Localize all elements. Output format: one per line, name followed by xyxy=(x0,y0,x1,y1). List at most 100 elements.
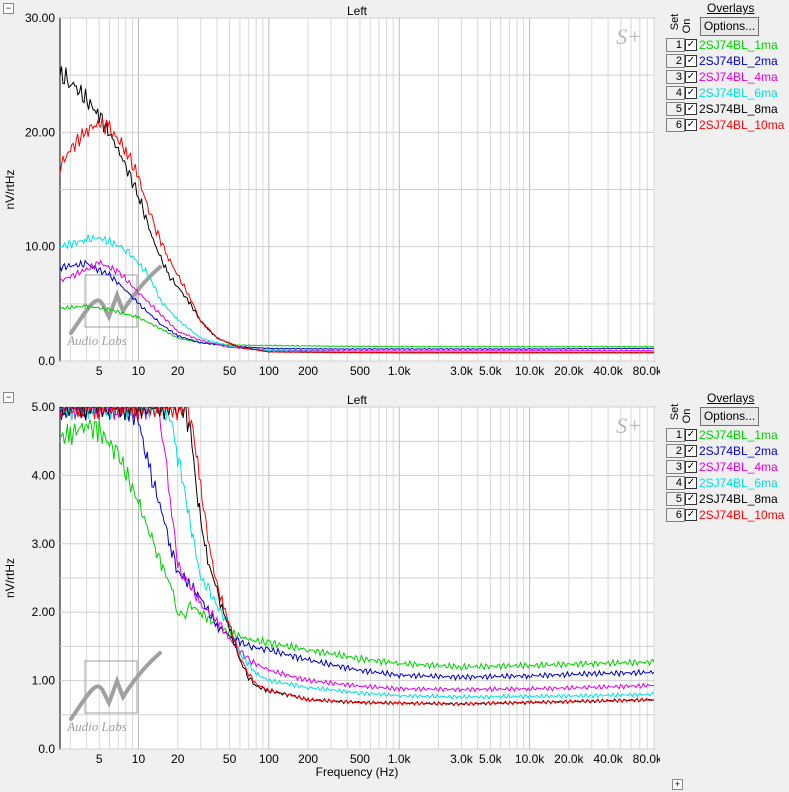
overlay-name[interactable]: 2SJ74BL_8ma xyxy=(699,102,778,116)
overlay-set-number-button[interactable]: 4 xyxy=(666,86,685,100)
expand-button[interactable]: + xyxy=(672,779,683,790)
series-line-2SJ74BL_2ma xyxy=(60,259,654,351)
x-tick-label: 5.0k xyxy=(479,364,503,378)
x-tick-label: 20.0k xyxy=(554,752,584,766)
audio-labs-logo: Audio Labs xyxy=(66,265,162,348)
x-tick-label: 100 xyxy=(259,364,279,378)
options-button[interactable]: Options... xyxy=(700,407,759,426)
overlay-row: 6 ✓ 2SJ74BL_10ma xyxy=(666,118,789,134)
chart-title: Left xyxy=(347,4,368,18)
x-tick-label: 50 xyxy=(223,752,237,766)
x-tick-label: 50 xyxy=(223,364,237,378)
series-line-2SJ74BL_2ma xyxy=(60,407,654,682)
overlay-set-number-button[interactable]: 3 xyxy=(666,70,685,84)
overlays-title[interactable]: Overlays xyxy=(707,1,755,15)
audio-labs-logo: Audio Labs xyxy=(66,651,162,734)
overlay-on-checkbox[interactable]: ✓ xyxy=(685,461,697,473)
overlay-name[interactable]: 2SJ74BL_1ma xyxy=(699,38,778,52)
x-tick-label: 1.0k xyxy=(388,364,412,378)
y-tick-label: 3.00 xyxy=(32,537,56,551)
overlay-row: 3 ✓ 2SJ74BL_4ma xyxy=(666,70,789,86)
overlay-row: 4 ✓ 2SJ74BL_6ma xyxy=(666,86,789,102)
sp-watermark: S+ xyxy=(616,24,642,49)
overlay-name[interactable]: 2SJ74BL_4ma xyxy=(699,70,778,84)
series-line-2SJ74BL_6ma xyxy=(60,234,654,353)
logo-text: Audio Labs xyxy=(66,719,127,734)
y-tick-label: 2.00 xyxy=(32,605,56,619)
bottom-chart: 0.0 1.00 2.00 3.00 4.00 5.00 5 10 20 50 100 200 500 1… xyxy=(3,393,660,779)
overlay-set-number-button[interactable]: 6 xyxy=(666,118,685,132)
overlay-name[interactable]: 2SJ74BL_2ma xyxy=(699,54,778,68)
overlay-row: 3 ✓ 2SJ74BL_4ma xyxy=(666,460,789,476)
overlay-set-number-button[interactable]: 4 xyxy=(666,476,685,490)
overlay-set-number-button[interactable]: 5 xyxy=(666,102,685,116)
x-tick-label: 3.0k xyxy=(450,364,474,378)
logo-swoosh xyxy=(69,651,162,721)
overlay-set-number-button[interactable]: 1 xyxy=(666,428,685,442)
x-tick-label: 10.0k xyxy=(515,752,545,766)
x-tick-label: 40.0k xyxy=(593,364,623,378)
overlay-on-checkbox[interactable]: ✓ xyxy=(685,103,697,115)
x-tick-label: 20.0k xyxy=(554,364,584,378)
overlay-on-checkbox[interactable]: ✓ xyxy=(685,429,697,441)
x-tick-label: 1.0k xyxy=(388,752,412,766)
overlay-on-checkbox[interactable]: ✓ xyxy=(685,87,697,99)
overlay-set-number-button[interactable]: 2 xyxy=(666,444,685,458)
x-tick-label: 100 xyxy=(259,752,279,766)
x-tick-label: 10.0k xyxy=(515,364,545,378)
overlay-row: 2 ✓ 2SJ74BL_2ma xyxy=(666,54,789,70)
y-tick-label: 20.00 xyxy=(25,125,55,139)
bottom-collapse-button[interactable]: − xyxy=(3,392,14,403)
y-axis-label: nV/rtHz xyxy=(3,558,17,598)
overlays-title[interactable]: Overlays xyxy=(707,391,755,405)
x-tick-label: 40.0k xyxy=(593,752,623,766)
overlay-name[interactable]: 2SJ74BL_4ma xyxy=(699,460,778,474)
logo-text: Audio Labs xyxy=(66,333,127,348)
y-tick-label: 30.00 xyxy=(25,11,55,25)
on-column-label: On xyxy=(681,18,693,34)
overlay-set-number-button[interactable]: 6 xyxy=(666,508,685,522)
top-overlays-panel: Overlays Set On Options... 1 ✓ 2SJ74BL_1ma… xyxy=(657,0,789,140)
overlay-on-checkbox[interactable]: ✓ xyxy=(685,493,697,505)
top-chart: 0.0 10.00 20.00 30.00 5 10 20 50 100 200 500 1.0k 3.… xyxy=(3,4,660,378)
overlay-name[interactable]: 2SJ74BL_6ma xyxy=(699,476,778,490)
x-axis-label: Frequency (Hz) xyxy=(316,765,399,779)
overlay-set-number-button[interactable]: 3 xyxy=(666,460,685,474)
options-button[interactable]: Options... xyxy=(700,17,759,36)
overlay-set-number-button[interactable]: 1 xyxy=(666,38,685,52)
x-tick-label: 200 xyxy=(298,752,318,766)
y-tick-label: 10.00 xyxy=(25,240,55,254)
x-tick-label: 500 xyxy=(350,752,370,766)
overlay-on-checkbox[interactable]: ✓ xyxy=(685,119,697,131)
overlay-name[interactable]: 2SJ74BL_8ma xyxy=(699,492,778,506)
bottom-overlays-panel: Overlays Set On Options... 1 ✓ 2SJ74BL_1ma… xyxy=(657,390,789,530)
series-line-2SJ74BL_6ma xyxy=(60,407,654,700)
overlay-on-checkbox[interactable]: ✓ xyxy=(685,445,697,457)
overlay-name[interactable]: 2SJ74BL_6ma xyxy=(699,86,778,100)
x-tick-label: 5 xyxy=(96,752,103,766)
overlay-name[interactable]: 2SJ74BL_2ma xyxy=(699,444,778,458)
x-tick-label: 80.0k xyxy=(633,364,660,378)
series-line-2SJ74BL_10ma xyxy=(60,117,654,354)
overlay-set-number-button[interactable]: 5 xyxy=(666,492,685,506)
set-column-label: Set xyxy=(669,13,681,31)
sp-watermark: S+ xyxy=(616,413,642,438)
overlay-on-checkbox[interactable]: ✓ xyxy=(685,477,697,489)
logo-frame xyxy=(84,660,138,714)
overlay-name[interactable]: 2SJ74BL_10ma xyxy=(699,508,785,522)
y-axis-label: nV/rtHz xyxy=(3,169,17,209)
y-tick-label: 0.0 xyxy=(38,354,55,368)
on-column-label: On xyxy=(681,408,693,424)
logo-swoosh xyxy=(69,265,162,335)
x-tick-label: 200 xyxy=(298,364,318,378)
overlay-on-checkbox[interactable]: ✓ xyxy=(685,71,697,83)
top-collapse-button[interactable]: − xyxy=(3,3,14,14)
series-line-2SJ74BL_1ma xyxy=(60,419,654,671)
overlay-name[interactable]: 2SJ74BL_10ma xyxy=(699,118,785,132)
overlay-set-number-button[interactable]: 2 xyxy=(666,54,685,68)
overlay-on-checkbox[interactable]: ✓ xyxy=(685,39,697,51)
overlay-name[interactable]: 2SJ74BL_1ma xyxy=(699,428,778,442)
overlay-on-checkbox[interactable]: ✓ xyxy=(685,509,697,521)
overlay-row: 5 ✓ 2SJ74BL_8ma xyxy=(666,102,789,118)
overlay-on-checkbox[interactable]: ✓ xyxy=(685,55,697,67)
